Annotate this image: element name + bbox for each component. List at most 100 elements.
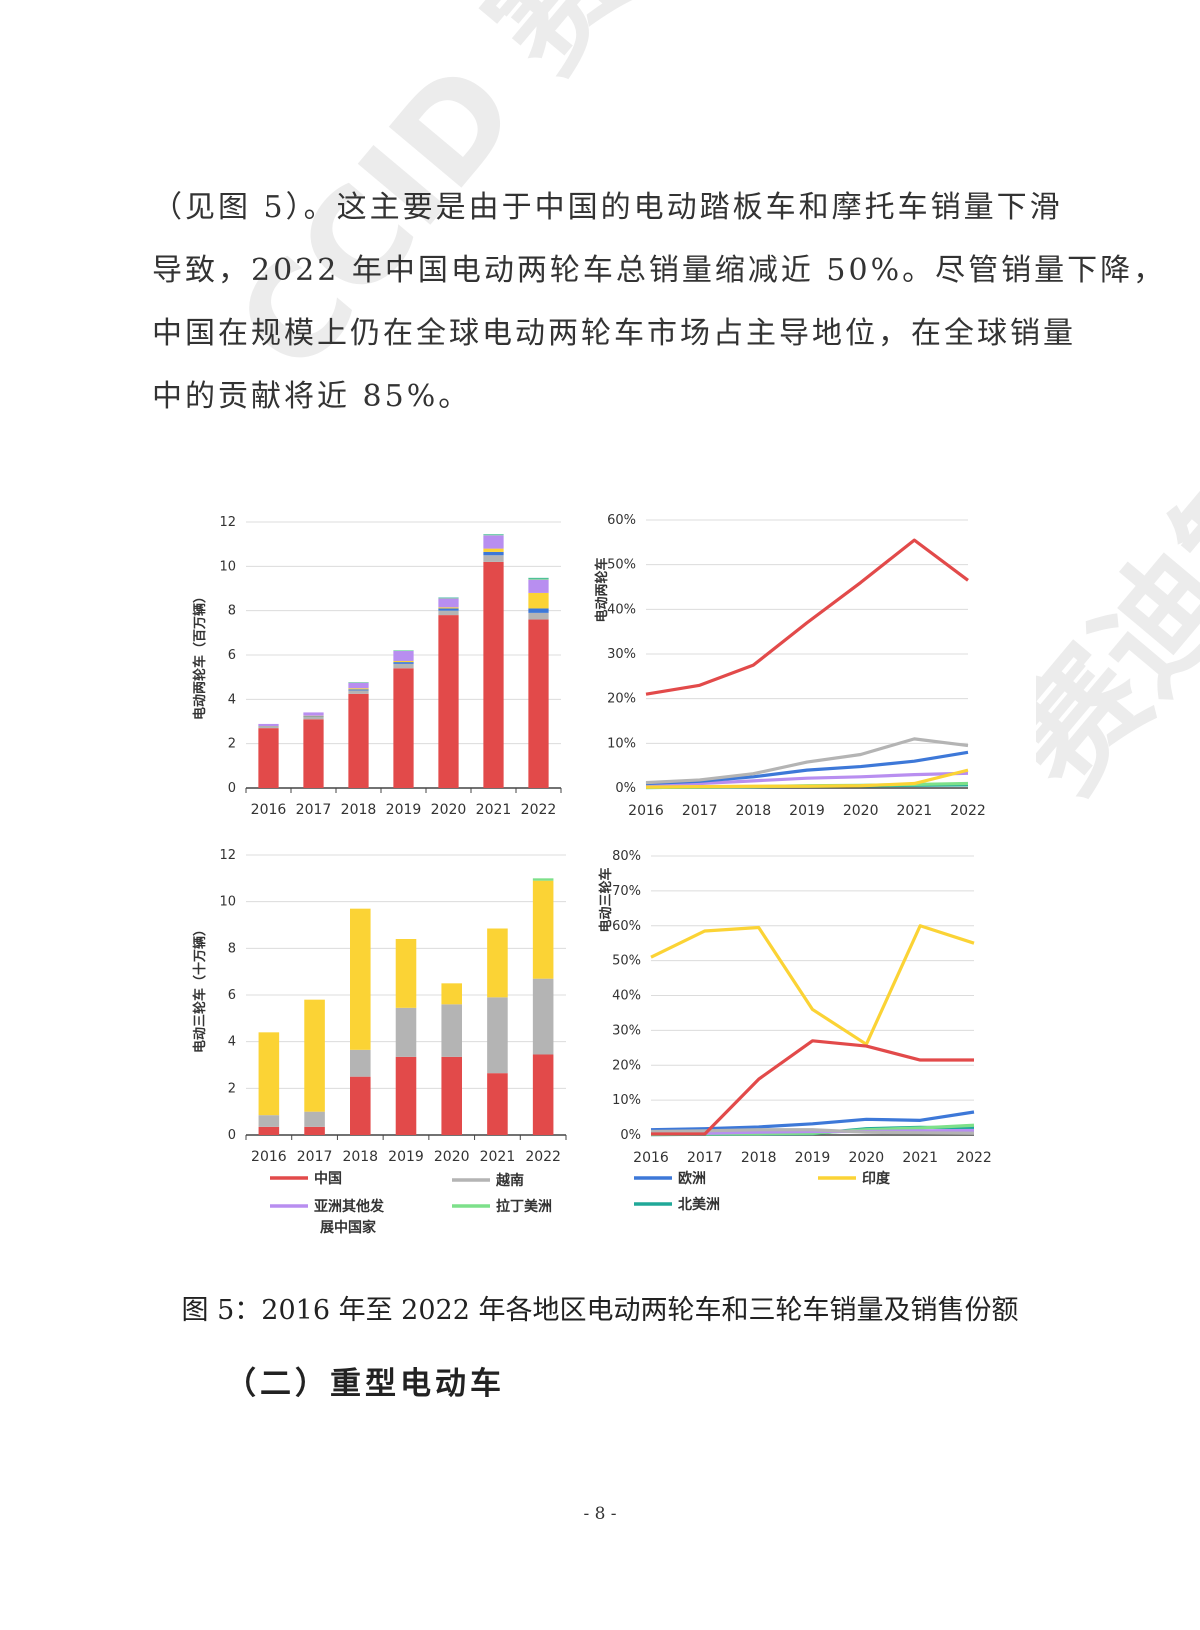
y-tick-label: 60% xyxy=(612,919,641,934)
y-tick-label: 10 xyxy=(219,559,236,574)
bar-segment xyxy=(395,1007,417,1057)
bar-segment xyxy=(487,928,508,998)
bar-segment xyxy=(304,1111,325,1127)
y-tick-label: 40% xyxy=(612,989,641,1004)
y-tick-label: 30% xyxy=(607,647,636,662)
bar-segment xyxy=(258,1126,280,1135)
legend-label: 印度 xyxy=(862,1170,891,1187)
series-line xyxy=(645,737,969,785)
page-number: - 8 - xyxy=(583,1504,617,1524)
x-tick-label: 2022 xyxy=(525,1149,561,1165)
x-tick-label: 2017 xyxy=(682,803,718,819)
x-tick-label: 2019 xyxy=(789,803,825,819)
y-tick-label: 0% xyxy=(615,781,636,796)
bar-segment xyxy=(350,1076,371,1135)
y-tick-label: 50% xyxy=(612,954,641,969)
y-axis-label: 电动三轮车（十万辆） xyxy=(192,923,208,1053)
y-tick-label: 12 xyxy=(219,848,236,863)
bar-segment xyxy=(528,619,549,788)
y-tick-label: 20% xyxy=(607,692,636,707)
chart-4: 0% 10% 20% 30% 40% 50% 60% 70% 80% 电动三轮车 2016 2017 2… xyxy=(598,849,992,1166)
paragraph-line-2: 导致，2022 年中国电动两轮车总销量缩减近 50%。尽管销量下降， xyxy=(152,253,1167,288)
bar-segment xyxy=(393,668,414,788)
bar-segment xyxy=(438,607,459,609)
y-tick-label: 30% xyxy=(612,1023,641,1038)
x-tick-label: 2016 xyxy=(251,802,287,818)
x-tick-label: 2017 xyxy=(296,802,332,818)
bar-segment xyxy=(348,682,369,689)
legend-label: 北美洲 xyxy=(678,1196,720,1213)
x-tick-label: 2020 xyxy=(849,1150,885,1166)
legend-label: 欧洲 xyxy=(678,1170,706,1187)
x-tick-label: 2022 xyxy=(950,803,986,819)
legend-label: 亚洲其他发 xyxy=(314,1198,385,1215)
x-tick-label: 2018 xyxy=(741,1150,777,1166)
x-tick-label: 2021 xyxy=(897,803,933,819)
bar-segment xyxy=(258,727,279,729)
bar-segment xyxy=(395,1056,417,1135)
bar-segment xyxy=(528,579,549,593)
y-tick-label: 80% xyxy=(612,849,641,864)
bar-segment xyxy=(304,1126,325,1135)
chart-2: 0% 10% 20% 30% 40% 50% 60% 电动两轮车 2016 2017 2018 201… xyxy=(594,513,986,819)
bar-segment xyxy=(393,651,414,661)
bar-segment xyxy=(258,1032,280,1116)
bar-segment xyxy=(528,612,549,620)
bar-segment xyxy=(350,1049,371,1077)
y-tick-label: 12 xyxy=(219,515,236,530)
bar-segment xyxy=(395,939,417,1008)
x-tick-label: 2022 xyxy=(521,802,557,818)
y-tick-label: 10 xyxy=(219,895,236,910)
y-tick-label: 0 xyxy=(228,1128,236,1143)
bar-segment xyxy=(532,1054,554,1135)
bar-segment xyxy=(258,728,279,788)
bar-segment xyxy=(483,555,504,562)
x-tick-label: 2019 xyxy=(386,802,422,818)
x-tick-label: 2017 xyxy=(297,1149,333,1165)
bar-segment xyxy=(483,548,504,552)
bar-segment xyxy=(487,1073,508,1135)
x-tick-label: 2016 xyxy=(628,803,664,819)
x-tick-label: 2020 xyxy=(431,802,467,818)
chart-3: 0 2 4 6 8 10 12 电动三轮车（十万辆） 2016 2017 2018 2019 2020 2… xyxy=(192,848,567,1165)
body-paragraph: （见图 5）。这主要是由于中国的电动踏板车和摩托车销量下滑 导致，2022 年中… xyxy=(152,176,1167,428)
x-tick-label: 2018 xyxy=(341,802,377,818)
legend-label: 拉丁美洲 xyxy=(496,1198,552,1215)
x-tick-label: 2021 xyxy=(476,802,512,818)
bar-segment xyxy=(528,608,549,613)
y-tick-label: 6 xyxy=(228,648,236,663)
bar-segment xyxy=(348,689,369,691)
x-tick-label: 2018 xyxy=(342,1149,378,1165)
bar-segment xyxy=(258,723,279,727)
legend-label: 中国 xyxy=(314,1170,342,1187)
y-tick-label: 10% xyxy=(612,1093,641,1108)
y-tick-label: 8 xyxy=(228,604,236,619)
figure-caption: 图 5：2016 年至 2022 年各地区电动两轮车和三轮车销量及销售份额 xyxy=(181,1295,1019,1326)
series-line xyxy=(645,768,969,789)
y-tick-label: 70% xyxy=(612,884,641,899)
bar-segment xyxy=(532,878,554,881)
bar-segment xyxy=(483,561,504,788)
bar-segment xyxy=(438,615,459,788)
bar-segment xyxy=(532,880,554,979)
y-tick-label: 60% xyxy=(607,513,636,528)
bar-segment xyxy=(303,716,324,718)
y-tick-label: 4 xyxy=(228,692,236,707)
legend-label: 展中国家 xyxy=(320,1219,377,1236)
y-tick-label: 40% xyxy=(607,602,636,617)
y-tick-label: 20% xyxy=(612,1058,641,1073)
x-tick-label: 2020 xyxy=(843,803,879,819)
y-tick-label: 50% xyxy=(607,558,636,573)
legend-label: 越南 xyxy=(495,1172,524,1189)
x-tick-label: 2018 xyxy=(736,803,772,819)
bar-segment xyxy=(487,997,508,1074)
bar-segment xyxy=(438,610,459,616)
y-tick-label: 8 xyxy=(228,941,236,956)
y-tick-label: 4 xyxy=(228,1035,236,1050)
y-tick-label: 10% xyxy=(607,736,636,751)
x-tick-label: 2021 xyxy=(480,1149,516,1165)
bar-segment xyxy=(303,719,324,788)
x-tick-label: 2022 xyxy=(956,1150,992,1166)
